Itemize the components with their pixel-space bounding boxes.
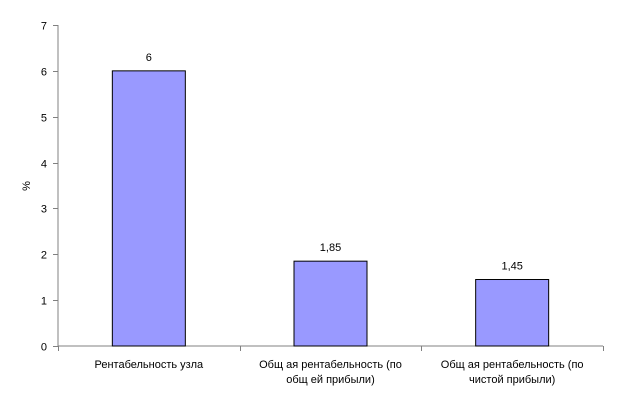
y-axis-label: % — [21, 181, 33, 191]
x-category-label: общ ей прибыли) — [286, 374, 375, 386]
y-tick-label: 2 — [41, 250, 47, 262]
y-tick-label: 6 — [41, 67, 47, 79]
y-tick-label: 0 — [41, 342, 47, 354]
bar — [293, 260, 368, 347]
data-label: 6 — [146, 52, 152, 64]
x-category-label: Общ ая рентабельность (по — [259, 359, 402, 371]
data-label: 1,45 — [501, 261, 522, 273]
y-tick-label: 4 — [41, 159, 47, 171]
plot-area: 0 1 2 3 4 5 6 7 6 Рентабельность узла 1,85 Общ ая р… — [41, 21, 604, 386]
x-category-label: Рентабельность узла — [95, 359, 205, 371]
x-category-label: Общ ая рентабельность (по — [441, 359, 584, 371]
y-tick-label: 3 — [41, 204, 47, 216]
bar — [111, 70, 186, 347]
bar — [475, 279, 550, 347]
data-label: 1,85 — [320, 242, 341, 254]
x-category-label: чистой прибыли) — [469, 374, 555, 386]
y-tick-label: 1 — [41, 296, 47, 308]
y-tick-label: 5 — [41, 113, 47, 125]
y-tick-label: 7 — [41, 21, 47, 33]
